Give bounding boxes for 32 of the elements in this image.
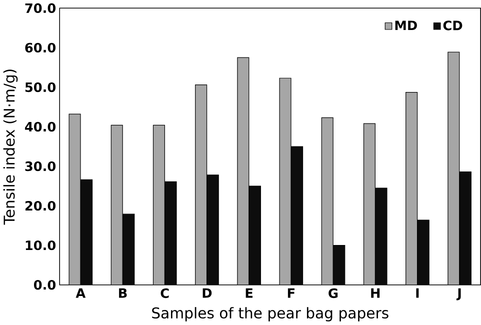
- x-tick-label: I: [416, 288, 419, 298]
- bar: [417, 220, 430, 285]
- y-tick-label: 50.0: [25, 82, 56, 92]
- x-tick-label: G: [328, 288, 338, 298]
- y-tick-label: 60.0: [25, 42, 56, 53]
- bar: [248, 186, 261, 285]
- bar: [164, 182, 177, 285]
- x-tick-label: B: [119, 288, 127, 298]
- x-tick-label: E: [246, 288, 253, 298]
- bar: [375, 188, 388, 285]
- legend-label: MD: [395, 20, 417, 30]
- bar: [333, 245, 346, 285]
- x-tick-label: J: [456, 288, 461, 300]
- y-tick-label: 30.0: [25, 162, 56, 172]
- y-tick-label: 0.0: [34, 280, 56, 290]
- y-tick-label: 10.0: [26, 240, 56, 250]
- x-tick-label: H: [371, 288, 380, 298]
- x-tick-label: A: [76, 288, 86, 298]
- bar: [206, 174, 219, 285]
- x-tick-label: F: [288, 288, 294, 298]
- y-tick-label: 40.0: [25, 122, 56, 132]
- bar: [459, 172, 472, 285]
- legend-label: CD: [443, 20, 462, 30]
- y-tick-label: 20.0: [25, 201, 56, 211]
- x-axis-title: Samples of the pear bag papers: [152, 307, 388, 322]
- x-tick-label: C: [160, 288, 169, 298]
- y-axis-title: Tensile index (N·m/g): [3, 70, 18, 225]
- y-tick-label: 70.0: [25, 3, 56, 14]
- x-tick-label: D: [202, 288, 212, 298]
- bar: [122, 214, 135, 285]
- bar: [291, 146, 304, 285]
- bar: [80, 180, 93, 285]
